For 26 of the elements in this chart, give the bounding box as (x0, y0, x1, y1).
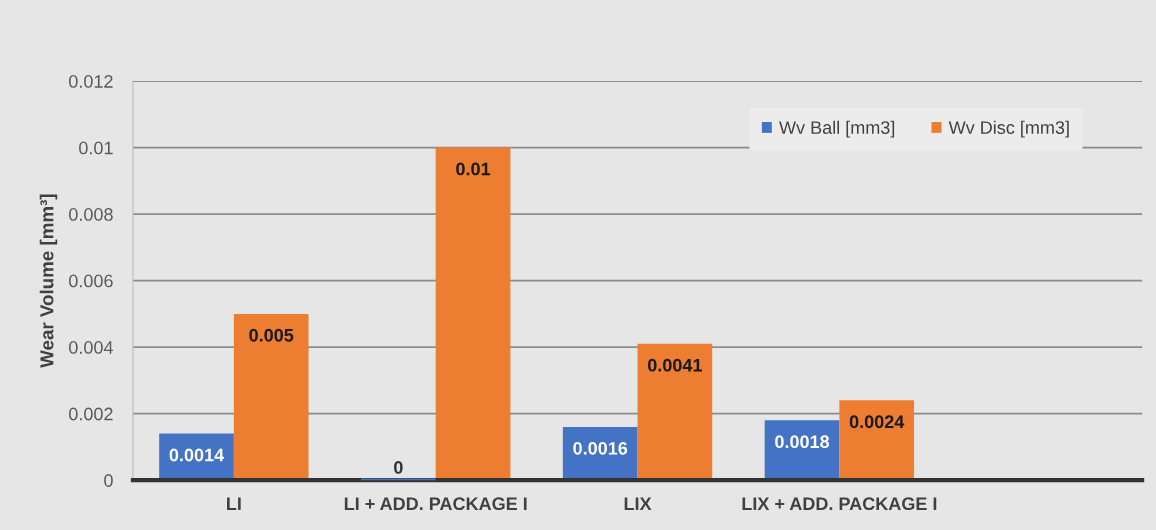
data-label: 0.0016 (573, 441, 628, 455)
y-tick-label: 0.01 (79, 141, 113, 155)
y-axis-title: Wear Volume [mm³] (39, 194, 58, 368)
legend-label: Wv Ball [mm3] (779, 120, 895, 138)
y-tick-label: 0.008 (69, 208, 113, 221)
y-tick-label: 0.012 (69, 75, 113, 88)
data-label: 0.0018 (775, 435, 830, 449)
y-tick-label: 0.002 (69, 407, 113, 421)
y-tick-label: 0.004 (69, 341, 113, 354)
legend-label: Wv Disc [mm3] (948, 120, 1069, 138)
x-tick-label: LI (227, 497, 241, 510)
data-label: 0 (394, 461, 403, 474)
y-tick-label: 0.006 (69, 274, 113, 288)
x-tick-label: LI + ADD. PACKAGE I (344, 497, 527, 511)
data-label: 0.005 (249, 328, 294, 342)
bar (839, 400, 915, 481)
data-label: 0.0024 (849, 415, 905, 429)
bar (233, 313, 309, 481)
data-label: 0.01 (456, 162, 491, 176)
data-label: 0.0041 (647, 358, 702, 372)
y-tick-label: 0 (104, 474, 113, 487)
x-tick-label: LIX (624, 497, 652, 510)
data-label: 0.0014 (169, 448, 225, 462)
bar (435, 147, 511, 481)
bar (637, 343, 713, 481)
x-tick-label: LIX + ADD. PACKAGE I (742, 497, 937, 511)
